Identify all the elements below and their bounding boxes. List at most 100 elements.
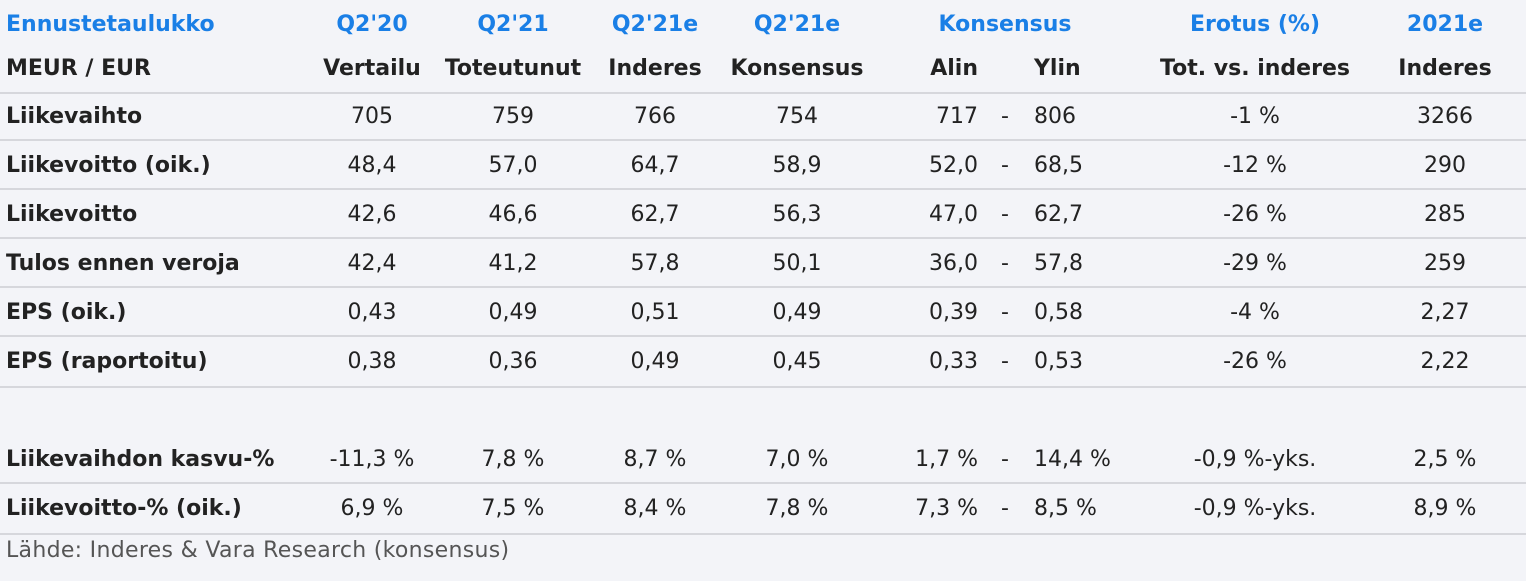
- row-label: Liikevaihdon kasvu-%: [6, 447, 275, 472]
- cell-ylin: 0,58: [1034, 300, 1083, 325]
- range-dash: -: [1001, 153, 1009, 178]
- table-row: Liikevaihto 705 759 766 754 717-806 -1 % 3266: [0, 92, 1526, 141]
- cell-q221e-konsensus: 754: [776, 104, 818, 129]
- cell-2021e: 259: [1424, 251, 1466, 276]
- cell-q221e-inderes: 766: [634, 104, 676, 129]
- cell-alin: 0,33: [929, 349, 978, 374]
- cell-erotus: -26 %: [1223, 349, 1287, 374]
- cell-q220: 42,4: [347, 251, 397, 276]
- table-row: Liikevoitto (oik.) 48,4 57,0 64,7 58,9 52,0-6…: [0, 141, 1526, 190]
- range-dash: -: [1001, 496, 1009, 521]
- table-row: Liikevoitto 42,6 46,6 62,7 56,3 47,0-62,7 -26 …: [0, 190, 1526, 239]
- divider: [0, 335, 1526, 337]
- header-q221e-inderes: Q2'21e: [611, 12, 699, 37]
- divider: [0, 92, 1526, 94]
- row-label: Liikevoitto: [6, 202, 138, 227]
- source-note: Lähde: Inderes & Vara Research (konsensu…: [6, 538, 510, 563]
- header-2021e: 2021e: [1406, 12, 1484, 37]
- range-dash: -: [1001, 300, 1009, 325]
- cell-q221e-konsensus: 0,49: [772, 300, 822, 325]
- range-dash: -: [1001, 202, 1009, 227]
- header-erotus: Erotus (%): [1189, 12, 1321, 37]
- cell-2021e: 285: [1424, 202, 1466, 227]
- cell-erotus: -1 %: [1230, 104, 1280, 129]
- cell-q221e-inderes: 62,7: [630, 202, 680, 227]
- cell-ylin: 62,7: [1034, 202, 1083, 227]
- divider: [0, 286, 1526, 288]
- cell-ylin: 68,5: [1034, 153, 1083, 178]
- unit-label: MEUR / EUR: [6, 56, 151, 81]
- cell-q221e-inderes: 57,8: [630, 251, 680, 276]
- cell-q221e-konsensus: 0,45: [772, 349, 822, 374]
- cell-q221: 46,6: [488, 202, 538, 227]
- divider: [0, 139, 1526, 141]
- subheader-toteutunut: Toteutunut: [444, 56, 582, 81]
- cell-q221e-konsensus: 58,9: [772, 153, 822, 178]
- cell-erotus: -29 %: [1223, 251, 1287, 276]
- cell-alin: 36,0: [929, 251, 978, 276]
- cell-q221: 759: [492, 104, 534, 129]
- cell-2021e: 2,22: [1420, 349, 1470, 374]
- cell-q221e-inderes: 64,7: [630, 153, 680, 178]
- cell-2021e: 2,5 %: [1413, 447, 1477, 472]
- cell-alin: 7,3 %: [915, 496, 978, 521]
- row-label: Liikevaihto: [6, 104, 143, 129]
- cell-q221: 7,5 %: [481, 496, 545, 521]
- table-row: Liikevoitto-% (oik.) 6,9 % 7,5 % 8,4 % 7,8 %…: [0, 484, 1526, 533]
- subheader-konsensus: Konsensus: [730, 56, 864, 81]
- row-label: Liikevoitto-% (oik.): [6, 496, 242, 521]
- cell-q220: 705: [351, 104, 393, 129]
- cell-q221: 0,36: [488, 349, 538, 374]
- cell-alin: 47,0: [929, 202, 978, 227]
- subheader-tot-vs-inderes: Tot. vs. inderes: [1160, 56, 1350, 81]
- table-row: Tulos ennen veroja 42,4 41,2 57,8 50,1 36,0-5…: [0, 239, 1526, 288]
- cell-erotus: -12 %: [1223, 153, 1287, 178]
- cell-q221: 57,0: [488, 153, 538, 178]
- cell-alin: 52,0: [929, 153, 978, 178]
- row-label: EPS (oik.): [6, 300, 127, 325]
- header-row-2: MEUR / EUR Vertailu Toteutunut Inderes K…: [0, 44, 1526, 93]
- row-label: Tulos ennen veroja: [6, 251, 240, 276]
- table-title: Ennustetaulukko: [6, 12, 215, 37]
- header-q221: Q2'21: [477, 12, 549, 37]
- cell-2021e: 8,9 %: [1413, 496, 1477, 521]
- row-label: EPS (raportoitu): [6, 349, 208, 374]
- cell-q221e-konsensus: 7,0 %: [765, 447, 829, 472]
- cell-erotus: -26 %: [1223, 202, 1287, 227]
- cell-q220: 0,38: [347, 349, 397, 374]
- divider: [0, 533, 1526, 535]
- cell-2021e: 2,27: [1420, 300, 1470, 325]
- cell-q221e-inderes: 0,51: [630, 300, 680, 325]
- cell-ylin: 57,8: [1034, 251, 1083, 276]
- subheader-vertailu: Vertailu: [323, 56, 421, 81]
- header-konsensus: Konsensus: [938, 12, 1072, 37]
- row-label: Liikevoitto (oik.): [6, 153, 211, 178]
- cell-q220: 42,6: [347, 202, 397, 227]
- cell-ylin: 806: [1034, 104, 1076, 129]
- table-row: EPS (raportoitu) 0,38 0,36 0,49 0,45 0,33-0,5…: [0, 337, 1526, 386]
- cell-2021e: 290: [1424, 153, 1466, 178]
- subheader-inderes: Inderes: [608, 56, 702, 81]
- divider: [0, 188, 1526, 190]
- cell-ylin: 8,5 %: [1034, 496, 1097, 521]
- cell-q220: -11,3 %: [329, 447, 415, 472]
- cell-2021e: 3266: [1417, 104, 1473, 129]
- cell-q221e-inderes: 8,7 %: [623, 447, 687, 472]
- table-row: Liikevaihdon kasvu-% -11,3 % 7,8 % 8,7 % 7,0…: [0, 435, 1526, 484]
- cell-ylin: 14,4 %: [1034, 447, 1111, 472]
- subheader-alin: Alin: [930, 56, 978, 81]
- cell-q220: 0,43: [347, 300, 397, 325]
- cell-erotus: -0,9 %-yks.: [1193, 496, 1317, 521]
- cell-q220: 48,4: [347, 153, 397, 178]
- subheader-inderes-2021: Inderes: [1398, 56, 1492, 81]
- cell-q221e-konsensus: 50,1: [772, 251, 822, 276]
- subheader-ylin: Ylin: [1034, 56, 1081, 81]
- cell-alin: 0,39: [929, 300, 978, 325]
- cell-q221e-inderes: 0,49: [630, 349, 680, 374]
- cell-ylin: 0,53: [1034, 349, 1083, 374]
- cell-q221: 41,2: [488, 251, 538, 276]
- table-row: EPS (oik.) 0,43 0,49 0,51 0,49 0,39-0,58 -4 % 2…: [0, 288, 1526, 337]
- cell-q221e-inderes: 8,4 %: [623, 496, 687, 521]
- range-dash: -: [1001, 447, 1009, 472]
